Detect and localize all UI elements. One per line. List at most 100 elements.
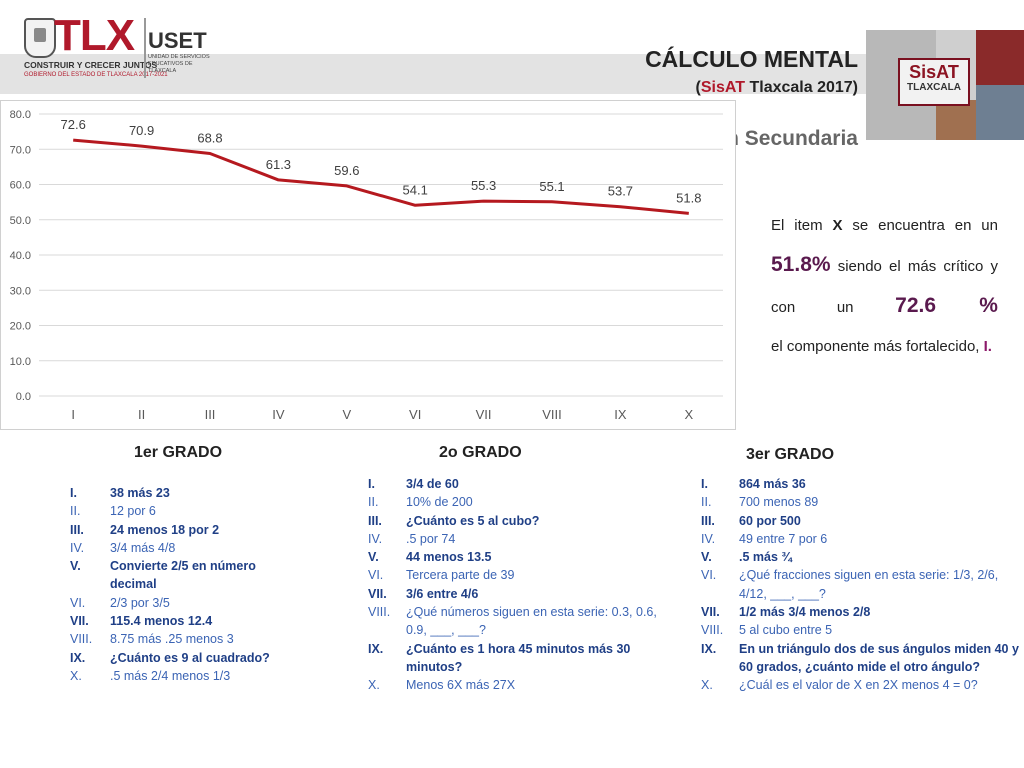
chart-svg: 0.010.020.030.040.050.060.070.080.0I II II…	[10, 109, 723, 422]
data-label: 70.9	[129, 123, 154, 138]
uset-logo-text: USET	[148, 28, 207, 53]
data-label: 53.7	[608, 184, 633, 199]
item-text: .5 por 74	[406, 531, 456, 546]
grade-3-item: V. .5 más ¾	[701, 548, 1024, 566]
x-tick-label: X	[684, 407, 693, 422]
item-number: V.	[70, 559, 81, 574]
grade-2-item: IV. .5 por 74	[368, 530, 668, 548]
x-tick-label: I	[71, 407, 75, 422]
item-number: IX.	[70, 650, 86, 665]
item-number: VI.	[701, 568, 717, 583]
page-title: CÁLCULO MENTAL	[645, 46, 858, 72]
grade-1-title: 1er GRADO	[134, 444, 223, 461]
grade-3-item: III. 60 por 500	[701, 512, 1024, 530]
tlx-logo: TLX CONSTRUIR Y CRECER JUNTOS GOBIERNO D…	[22, 11, 212, 84]
x-tick-label: III	[205, 407, 216, 422]
grade-2-item: X. Menos 6X más 27X	[368, 676, 668, 694]
item-text: 44 menos 13.5	[406, 550, 492, 565]
grade-3-title: 3er GRADO	[746, 446, 835, 463]
x-tick-label: VI	[409, 407, 421, 422]
logo-separator	[144, 18, 146, 78]
item-number: I.	[70, 486, 77, 500]
item-number: II.	[368, 495, 379, 510]
sisat-logo-label: SisAT TLAXCALA	[898, 58, 970, 106]
y-tick-label: 10.0	[10, 356, 31, 368]
data-label: 51.8	[676, 190, 701, 205]
grade-1-item: V. Convierte 2/5 en número decimal	[70, 557, 298, 594]
item-text: ¿Cuál es el valor de X en 2X menos 4 = 0…	[739, 678, 978, 693]
item-number: I.	[368, 477, 375, 491]
item-text: 700 menos 89	[739, 495, 819, 510]
item-text: 3/6 entre 4/6	[406, 586, 479, 601]
data-label: 55.1	[539, 179, 564, 194]
item-number: VIII.	[701, 623, 724, 638]
grade-1-item: IX. ¿Cuánto es 9 al cuadrado?	[70, 649, 298, 667]
item-number: IV.	[368, 531, 383, 546]
header-band	[0, 54, 1024, 94]
item-text: .5 más ¾	[739, 550, 792, 565]
grade-3-item: VI. ¿Qué fracciones siguen en esta serie:…	[701, 566, 1024, 603]
item-number: VI.	[70, 595, 86, 610]
grade-1-list: I. 38 más 23 II. 12 por 6 III. 24 menos 18 po…	[70, 484, 298, 685]
item-text: 115.4 menos 12.4	[110, 614, 213, 629]
item-number: V.	[701, 550, 712, 565]
item-number: II.	[70, 504, 81, 519]
series-line	[73, 138, 689, 215]
item-number: VII.	[701, 605, 720, 620]
page-subtitle: (SisAT Tlaxcala 2017)	[695, 79, 858, 96]
item-text: Tercera parte de 39	[406, 568, 515, 583]
y-tick-label: 50.0	[10, 215, 31, 227]
item-text: En un triángulo dos de sus ángulos miden…	[739, 641, 1019, 674]
item-text: .5 más 2/4 menos 1/3	[110, 668, 231, 683]
grade-1-item: III. 24 menos 18 por 2	[70, 521, 298, 539]
item-text: ¿Qué fracciones siguen en esta serie: 1/…	[739, 568, 999, 601]
x-tick-label: VII	[476, 407, 492, 422]
item-number: IV.	[701, 531, 716, 546]
grade-2-item: VII. 3/6 entre 4/6	[368, 585, 668, 603]
item-text: Menos 6X más 27X	[406, 678, 516, 693]
data-label: 55.3	[471, 178, 496, 193]
grade-2-list: I. 3/4 de 60 II. 10% de 200 III. ¿Cuánto es 5…	[368, 475, 668, 695]
line-chart: 0.0 10.0 20.0 30.0 40.0 50.0 60.0 70.0 80.0 I II II…	[0, 100, 736, 430]
x-tick-label: IX	[614, 407, 627, 422]
item-text: ¿Cuánto es 9 al cuadrado?	[110, 650, 270, 665]
item-number: IV.	[70, 540, 85, 555]
item-number: III.	[701, 513, 715, 528]
item-text: 8.75 más .25 menos 3	[110, 632, 234, 647]
grade-3-item: IX. En un triángulo dos de sus ángulos mi…	[701, 640, 1024, 677]
item-text: 1/2 más 3/4 menos 2/8	[739, 605, 871, 620]
x-tick-label: II	[138, 407, 145, 422]
item-number: II.	[701, 495, 712, 510]
item-number: VIII.	[368, 605, 391, 620]
item-number: V.	[368, 550, 379, 565]
item-number: VII.	[70, 614, 89, 629]
grade-1-item: IV. 3/4 más 4/8	[70, 539, 298, 557]
data-label: 59.6	[334, 163, 359, 178]
grade-3-item: IV. 49 entre 7 por 6	[701, 530, 1024, 548]
grade-2-item: IX. ¿Cuánto es 1 hora 45 minutos más 30 m…	[368, 640, 668, 677]
grade-3-item: VII. 1/2 más 3/4 menos 2/8	[701, 603, 1024, 621]
item-text: 3/4 de 60	[406, 477, 459, 491]
item-text: 10% de 200	[406, 495, 473, 510]
grade-2-item: III. ¿Cuánto es 5 al cubo?	[368, 512, 668, 530]
state-shield-icon	[24, 18, 56, 58]
x-tick-label: VIII	[542, 407, 562, 422]
item-number: X.	[70, 668, 82, 683]
item-number: IX.	[701, 641, 717, 656]
item-number: VI.	[368, 568, 384, 583]
y-tick-label: 60.0	[10, 180, 31, 192]
grade-1-item: II. 12 por 6	[70, 502, 298, 520]
item-text: ¿Cuánto es 1 hora 45 minutos más 30 minu…	[406, 641, 631, 674]
logo-text: TLX	[54, 11, 135, 60]
grade-1-item: VIII. 8.75 más .25 menos 3	[70, 630, 298, 648]
x-tick-label: V	[342, 407, 351, 422]
item-text: ¿Qué números siguen en esta serie: 0.3, …	[406, 605, 657, 638]
logo-subtagline: GOBIERNO DEL ESTADO DE TLAXCALA 2017-202…	[24, 72, 168, 78]
grade-3-list: I. 864 más 36 II. 700 menos 89 III. 60 por 50…	[701, 475, 1024, 695]
item-text: 3/4 más 4/8	[110, 540, 176, 555]
highest-value: 72.6 %	[895, 294, 998, 317]
uset-subtitle: UNIDAD DE SERVICIOS EDUCATIVOS DE TLAXCA…	[148, 54, 210, 74]
item-text: ¿Cuánto es 5 al cubo?	[406, 513, 540, 528]
grade-1-item: I. 38 más 23	[70, 484, 298, 502]
grade-2-title: 2o GRADO	[439, 444, 522, 461]
